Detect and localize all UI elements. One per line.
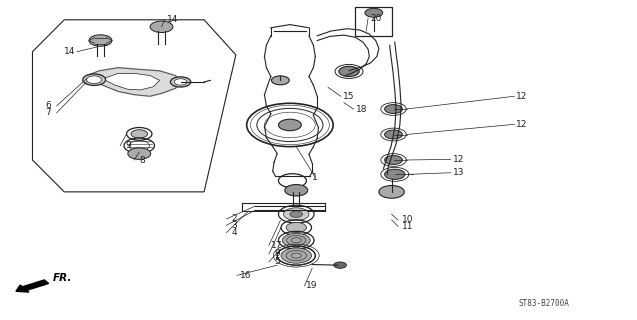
Text: 12: 12 xyxy=(453,155,464,164)
Bar xyxy=(242,203,325,211)
Text: 18: 18 xyxy=(356,105,368,114)
Text: 13: 13 xyxy=(452,168,464,177)
Text: 20: 20 xyxy=(370,14,382,23)
Circle shape xyxy=(385,130,403,139)
Circle shape xyxy=(174,79,187,85)
Circle shape xyxy=(365,8,383,17)
Text: 17: 17 xyxy=(271,241,283,250)
Text: 1: 1 xyxy=(312,173,318,182)
Text: 9: 9 xyxy=(275,250,280,259)
Text: 16: 16 xyxy=(240,271,251,280)
Text: 2: 2 xyxy=(232,214,238,223)
Text: 9: 9 xyxy=(125,141,131,150)
Text: 7: 7 xyxy=(45,108,51,117)
Bar xyxy=(355,7,392,36)
Circle shape xyxy=(271,76,289,85)
Circle shape xyxy=(150,21,173,33)
Text: 12: 12 xyxy=(516,92,527,101)
Polygon shape xyxy=(87,68,182,96)
Text: 14: 14 xyxy=(64,47,75,56)
Text: 6: 6 xyxy=(45,101,51,110)
Circle shape xyxy=(339,66,359,76)
Text: 19: 19 xyxy=(306,281,318,290)
Circle shape xyxy=(283,208,309,220)
Circle shape xyxy=(278,119,301,131)
Circle shape xyxy=(83,74,106,85)
Text: 10: 10 xyxy=(402,215,413,224)
Text: 4: 4 xyxy=(232,228,238,237)
Text: 3: 3 xyxy=(232,221,238,230)
Circle shape xyxy=(334,262,347,268)
Circle shape xyxy=(285,185,308,196)
Text: 11: 11 xyxy=(402,222,413,231)
Text: 14: 14 xyxy=(167,15,178,24)
Circle shape xyxy=(282,233,310,247)
FancyArrow shape xyxy=(16,280,48,292)
Circle shape xyxy=(281,248,311,263)
Circle shape xyxy=(385,156,403,164)
Text: 8: 8 xyxy=(139,156,145,164)
Circle shape xyxy=(128,148,151,159)
Text: ST83-B2700A: ST83-B2700A xyxy=(519,299,569,308)
Circle shape xyxy=(385,105,403,114)
Circle shape xyxy=(131,130,148,138)
Circle shape xyxy=(87,76,102,84)
Circle shape xyxy=(290,211,303,217)
Polygon shape xyxy=(106,73,160,90)
Text: 15: 15 xyxy=(343,92,355,101)
Text: 12: 12 xyxy=(516,120,527,129)
Circle shape xyxy=(171,77,190,87)
Circle shape xyxy=(379,186,404,198)
Circle shape xyxy=(385,169,405,180)
Circle shape xyxy=(89,35,112,46)
Circle shape xyxy=(286,222,306,233)
Text: 5: 5 xyxy=(275,258,280,267)
Text: FR.: FR. xyxy=(53,273,72,283)
